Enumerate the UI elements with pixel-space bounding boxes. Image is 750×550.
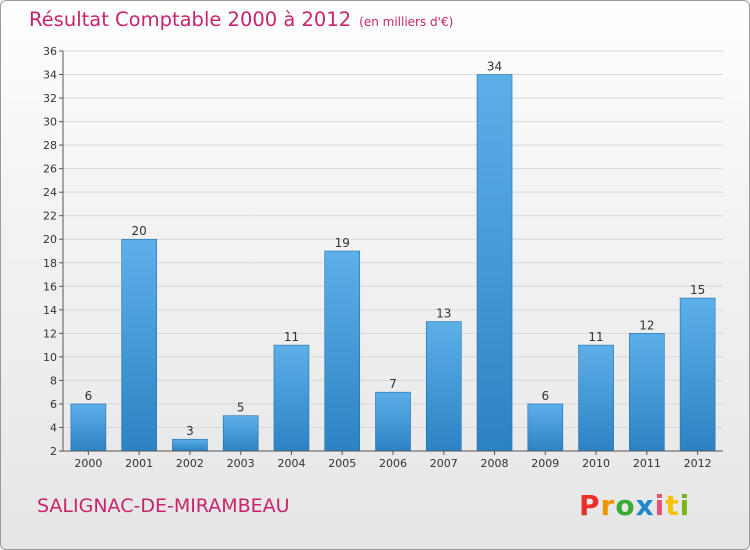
data-label-2010: 11 <box>588 330 603 344</box>
logo-letter: x <box>635 489 655 522</box>
bar-2012 <box>679 297 716 452</box>
data-label-2009: 6 <box>541 389 549 403</box>
x-tick-label-2001: 2001 <box>125 457 153 470</box>
x-tick-label-2012: 2012 <box>684 457 712 470</box>
chart-title: Résultat Comptable 2000 à 2012 (en millie… <box>29 8 453 31</box>
y-tick-label: 12 <box>43 327 57 340</box>
data-label-2008: 34 <box>487 60 502 74</box>
bar-2011 <box>629 333 665 452</box>
y-tick-label: 36 <box>43 45 57 58</box>
x-tick-label-2005: 2005 <box>328 457 356 470</box>
data-label-2003: 5 <box>237 401 245 415</box>
bar-2006 <box>375 391 411 452</box>
bar-2008 <box>476 74 513 452</box>
y-tick-label: 24 <box>43 186 57 199</box>
bar-2002 <box>172 438 208 452</box>
data-label-2005: 19 <box>335 236 350 250</box>
logo-letter: i <box>654 489 666 522</box>
bar-2010 <box>578 344 614 452</box>
x-tick-label-2011: 2011 <box>633 457 661 470</box>
town-name: SALIGNAC-DE-MIRAMBEAU <box>37 495 290 517</box>
x-tick-label-2003: 2003 <box>227 457 255 470</box>
logo-letter: o <box>615 489 636 522</box>
data-label-2011: 12 <box>639 318 654 332</box>
x-tick-label-2008: 2008 <box>481 457 509 470</box>
bar-2005 <box>324 250 361 452</box>
x-tick-label-2000: 2000 <box>74 457 102 470</box>
x-tick-label-2006: 2006 <box>379 457 407 470</box>
y-tick-label: 16 <box>43 280 57 293</box>
y-tick-label: 8 <box>50 374 57 387</box>
bar-2009 <box>527 403 564 452</box>
data-label-2000: 6 <box>85 389 93 403</box>
bar-2004 <box>273 344 310 452</box>
y-tick-label: 10 <box>43 351 57 364</box>
logo-letter: P <box>579 489 601 522</box>
y-tick-label: 2 <box>50 445 57 458</box>
y-tick-label: 14 <box>43 304 57 317</box>
data-label-2004: 11 <box>284 330 299 344</box>
data-label-2002: 3 <box>186 424 194 438</box>
data-label-2007: 13 <box>436 307 451 321</box>
y-tick-label: 22 <box>43 210 57 223</box>
logo-letter: r <box>600 489 616 522</box>
bar-2001 <box>121 238 157 452</box>
x-tick-label-2009: 2009 <box>531 457 559 470</box>
logo-letter: t <box>665 489 680 522</box>
proxiti-logo[interactable]: Proxiti <box>579 489 690 522</box>
chart-title-text: Résultat Comptable 2000 à 2012 <box>29 8 352 31</box>
bar-2000 <box>70 403 107 452</box>
y-tick-label: 32 <box>43 92 57 105</box>
y-tick-label: 20 <box>43 233 57 246</box>
bar-2003 <box>222 415 259 452</box>
x-tick-label-2004: 2004 <box>277 457 305 470</box>
data-label-2001: 20 <box>132 224 147 238</box>
data-label-2006: 7 <box>389 377 397 391</box>
y-tick-label: 6 <box>50 398 57 411</box>
unit-note: (en milliers d'€) <box>359 15 454 29</box>
y-tick-label: 26 <box>43 163 57 176</box>
y-tick-label: 28 <box>43 139 57 152</box>
data-label-2012: 15 <box>690 283 705 297</box>
bar-2007 <box>425 321 462 452</box>
y-tick-label: 34 <box>43 69 57 82</box>
y-tick-label: 18 <box>43 257 57 270</box>
y-tick-label: 30 <box>43 116 57 129</box>
x-tick-label-2007: 2007 <box>430 457 458 470</box>
x-tick-label-2002: 2002 <box>176 457 204 470</box>
bars: 6 20 3 5 11 19 7 13 34 6 11 12 15 <box>70 60 716 452</box>
logo-letter: i <box>679 489 691 522</box>
x-tick-label-2010: 2010 <box>582 457 610 470</box>
y-tick-label: 4 <box>50 421 57 434</box>
